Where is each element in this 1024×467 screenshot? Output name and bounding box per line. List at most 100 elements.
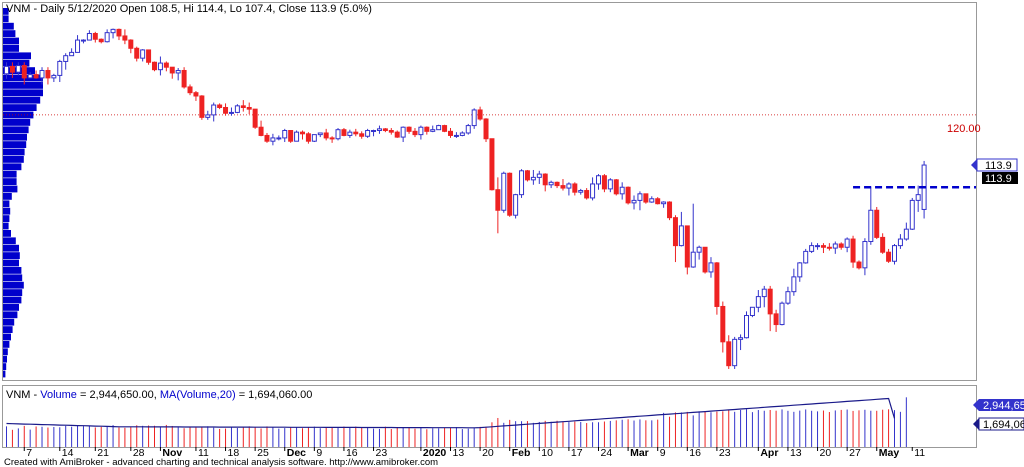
volume-profile-bar: [3, 148, 25, 156]
ma-value-text: = 1,694,060.00: [236, 389, 313, 401]
candle-down: [305, 133, 311, 142]
candle-down: [412, 130, 418, 136]
candle-down: [826, 246, 832, 249]
x-tick-label: 9: [316, 447, 322, 459]
candle-down: [820, 245, 826, 248]
candle-down: [169, 66, 175, 74]
candle-down: [838, 243, 844, 248]
last-price-value: 113.9: [985, 160, 1012, 172]
candle-up: [51, 74, 57, 79]
candle-down: [448, 130, 453, 136]
candle-down: [672, 217, 678, 247]
candle-down: [217, 104, 223, 108]
candlestick-series: [4, 28, 927, 369]
candle-down: [667, 201, 673, 219]
x-tick-label: 28: [133, 447, 145, 459]
volume-profile-bar: [3, 304, 19, 311]
volume-profile-bar: [3, 318, 15, 326]
candle-down: [329, 137, 335, 140]
ma-last-pointer: [973, 418, 979, 430]
volume-profile-bar: [3, 289, 23, 296]
volume-profile-bar: [3, 59, 30, 67]
candle-up: [234, 105, 240, 113]
candle-up: [619, 186, 625, 195]
candle-down: [187, 86, 193, 94]
volume-profile-bar: [3, 252, 20, 259]
candle-up: [75, 39, 81, 53]
candle-down: [726, 341, 732, 367]
candle-down: [560, 185, 566, 189]
candle-up: [755, 296, 761, 308]
candle-down: [554, 181, 560, 187]
candle-up: [738, 337, 744, 340]
candle-up: [63, 55, 69, 62]
candle-down: [524, 170, 530, 181]
candle-down: [850, 238, 856, 263]
volume-profile-bar: [3, 207, 11, 215]
candle-down: [572, 183, 578, 193]
x-tick-label: Feb: [512, 447, 531, 459]
candle-up: [696, 246, 702, 253]
candle-down: [880, 236, 886, 253]
candle-up: [519, 170, 525, 196]
x-tick-label: 13: [790, 447, 802, 459]
candle-up: [915, 194, 921, 201]
candle-down: [134, 47, 140, 59]
price-pane-title: VNM - Daily 5/12/2020 Open 108.5, Hi 114…: [6, 3, 372, 15]
x-tick-label: 17: [571, 447, 583, 459]
volume-pane-frame: [2, 385, 977, 448]
candle-up: [661, 201, 667, 205]
price-pane-frame: [2, 2, 977, 381]
volume-profile-bar: [3, 22, 14, 30]
candle-up: [317, 132, 323, 136]
candle-down: [507, 172, 513, 216]
candle-up: [578, 190, 584, 193]
candle-down: [542, 173, 548, 186]
volume-profile-bar: [3, 82, 43, 89]
candle-up: [785, 291, 791, 304]
x-tick-label: Mar: [630, 447, 649, 459]
candle-down: [714, 262, 720, 307]
candle-up: [803, 250, 809, 264]
candle-up: [744, 315, 749, 339]
volume-profile-bar: [3, 45, 19, 52]
volume-profile-bar: [3, 178, 17, 185]
volume-ma-line: [6, 397, 896, 429]
candle-down: [341, 129, 347, 136]
candle-up: [690, 251, 696, 268]
x-tick-label: 23: [719, 447, 731, 459]
candle-down: [21, 65, 27, 79]
candle-up: [157, 62, 163, 71]
candle-up: [590, 183, 596, 199]
volume-profile-bar: [3, 141, 27, 148]
volume-profile-bar: [3, 52, 31, 60]
candle-up: [27, 74, 33, 79]
volume-profile-bar: [3, 96, 41, 104]
candle-down: [199, 95, 205, 118]
candle-up: [530, 176, 536, 181]
candle-up: [471, 109, 477, 127]
candle-down: [264, 134, 270, 142]
volume-pane-title: VNM - Volume = 2,944,650.00, MA(Volume,2…: [6, 389, 312, 401]
candle-down: [122, 35, 128, 41]
candle-up: [465, 125, 471, 134]
candle-down: [181, 69, 187, 88]
volume-profile-bar: [3, 215, 10, 222]
candle-down: [240, 105, 246, 108]
candle-down: [886, 251, 892, 262]
volume-profile-bar: [3, 267, 22, 274]
candle-up: [400, 126, 406, 138]
candle-up: [779, 302, 785, 326]
candle-up: [536, 173, 542, 178]
candle-up: [57, 60, 63, 76]
x-tick-label: 18: [228, 447, 240, 459]
volume-profile-bar: [3, 104, 37, 111]
candle-down: [856, 261, 862, 269]
volume-profile-bar: [3, 89, 43, 97]
candle-down: [246, 106, 252, 110]
candle-down: [489, 138, 495, 191]
candle-up: [335, 129, 341, 140]
ma-series-name: MA(Volume,20): [160, 389, 236, 401]
candle-down: [773, 313, 779, 326]
